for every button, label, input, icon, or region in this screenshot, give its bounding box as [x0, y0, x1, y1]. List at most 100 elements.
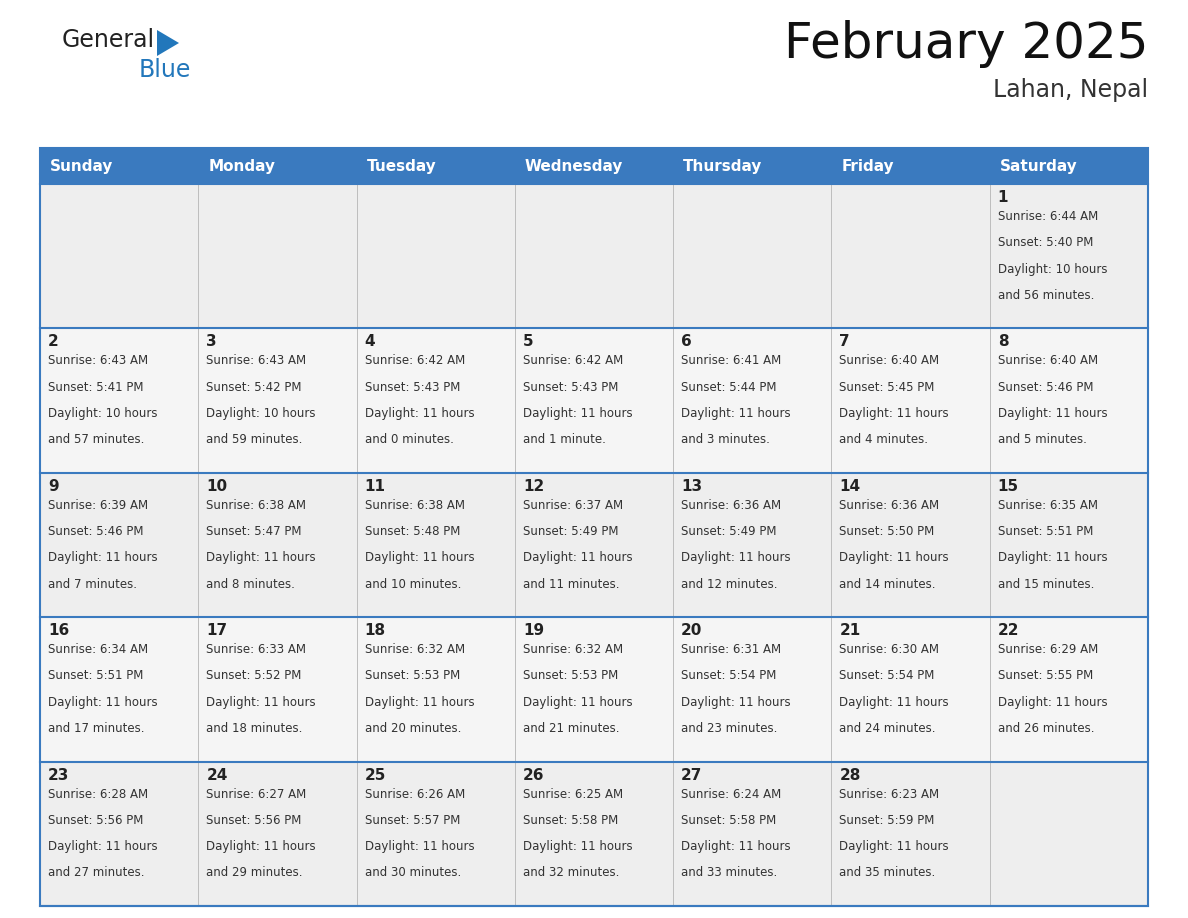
Text: Blue: Blue [139, 58, 191, 82]
Text: Daylight: 11 hours: Daylight: 11 hours [365, 696, 474, 709]
Bar [514, 762, 674, 906]
Bar [40, 148, 1148, 906]
Text: Sunset: 5:57 PM: Sunset: 5:57 PM [365, 814, 460, 827]
Text: Sunrise: 6:42 AM: Sunrise: 6:42 AM [365, 354, 465, 367]
Text: Sunrise: 6:36 AM: Sunrise: 6:36 AM [840, 498, 940, 512]
Bar [198, 329, 356, 473]
Text: 2: 2 [48, 334, 58, 350]
Text: Sunrise: 6:30 AM: Sunrise: 6:30 AM [840, 644, 940, 656]
Text: Sunrise: 6:39 AM: Sunrise: 6:39 AM [48, 498, 148, 512]
Text: and 17 minutes.: and 17 minutes. [48, 722, 145, 735]
Bar [356, 473, 514, 617]
Text: Sunset: 5:49 PM: Sunset: 5:49 PM [681, 525, 777, 538]
Bar [198, 473, 356, 617]
Text: 27: 27 [681, 767, 702, 783]
Text: 10: 10 [207, 479, 227, 494]
Bar [674, 184, 832, 329]
Text: Sunset: 5:52 PM: Sunset: 5:52 PM [207, 669, 302, 682]
Bar [990, 617, 1148, 762]
Text: Daylight: 11 hours: Daylight: 11 hours [681, 407, 791, 420]
Bar [356, 762, 514, 906]
Polygon shape [157, 30, 179, 56]
Text: and 7 minutes.: and 7 minutes. [48, 577, 137, 590]
Text: 11: 11 [365, 479, 386, 494]
Text: Daylight: 10 hours: Daylight: 10 hours [207, 407, 316, 420]
Text: Daylight: 11 hours: Daylight: 11 hours [523, 840, 632, 853]
Text: and 24 minutes.: and 24 minutes. [840, 722, 936, 735]
Text: and 10 minutes.: and 10 minutes. [365, 577, 461, 590]
Text: Sunset: 5:53 PM: Sunset: 5:53 PM [365, 669, 460, 682]
Text: Sunset: 5:48 PM: Sunset: 5:48 PM [365, 525, 460, 538]
Text: 22: 22 [998, 623, 1019, 638]
Bar [832, 762, 990, 906]
Bar [198, 148, 356, 184]
Text: and 21 minutes.: and 21 minutes. [523, 722, 619, 735]
Text: Sunrise: 6:40 AM: Sunrise: 6:40 AM [998, 354, 1098, 367]
Text: 12: 12 [523, 479, 544, 494]
Text: and 30 minutes.: and 30 minutes. [365, 867, 461, 879]
Text: Sunrise: 6:32 AM: Sunrise: 6:32 AM [365, 644, 465, 656]
Bar [514, 184, 674, 329]
Bar [40, 762, 198, 906]
Text: Daylight: 11 hours: Daylight: 11 hours [998, 407, 1107, 420]
Text: Sunrise: 6:38 AM: Sunrise: 6:38 AM [207, 498, 307, 512]
Text: 20: 20 [681, 623, 702, 638]
Bar [674, 473, 832, 617]
Text: Sunset: 5:40 PM: Sunset: 5:40 PM [998, 236, 1093, 250]
Bar [674, 617, 832, 762]
Bar [198, 184, 356, 329]
Text: and 23 minutes.: and 23 minutes. [681, 722, 777, 735]
Text: 1: 1 [998, 190, 1009, 205]
Text: Sunrise: 6:24 AM: Sunrise: 6:24 AM [681, 788, 782, 800]
Text: Sunrise: 6:43 AM: Sunrise: 6:43 AM [207, 354, 307, 367]
Text: 19: 19 [523, 623, 544, 638]
Text: and 57 minutes.: and 57 minutes. [48, 433, 145, 446]
Text: 5: 5 [523, 334, 533, 350]
Text: Sunset: 5:42 PM: Sunset: 5:42 PM [207, 381, 302, 394]
Bar [990, 148, 1148, 184]
Text: Daylight: 11 hours: Daylight: 11 hours [840, 407, 949, 420]
Text: Sunrise: 6:38 AM: Sunrise: 6:38 AM [365, 498, 465, 512]
Text: Sunset: 5:41 PM: Sunset: 5:41 PM [48, 381, 144, 394]
Text: Monday: Monday [208, 159, 276, 174]
Text: and 29 minutes.: and 29 minutes. [207, 867, 303, 879]
Text: Sunset: 5:45 PM: Sunset: 5:45 PM [840, 381, 935, 394]
Bar [990, 184, 1148, 329]
Text: Sunrise: 6:29 AM: Sunrise: 6:29 AM [998, 644, 1098, 656]
Text: and 33 minutes.: and 33 minutes. [681, 867, 777, 879]
Text: 8: 8 [998, 334, 1009, 350]
Text: and 15 minutes.: and 15 minutes. [998, 577, 1094, 590]
Bar [514, 473, 674, 617]
Text: Daylight: 11 hours: Daylight: 11 hours [681, 552, 791, 565]
Text: Sunday: Sunday [50, 159, 113, 174]
Text: 15: 15 [998, 479, 1019, 494]
Text: Daylight: 11 hours: Daylight: 11 hours [207, 840, 316, 853]
Text: Sunrise: 6:43 AM: Sunrise: 6:43 AM [48, 354, 148, 367]
Text: Sunset: 5:43 PM: Sunset: 5:43 PM [523, 381, 618, 394]
Text: Daylight: 11 hours: Daylight: 11 hours [681, 696, 791, 709]
Text: Sunrise: 6:33 AM: Sunrise: 6:33 AM [207, 644, 307, 656]
Text: Sunrise: 6:42 AM: Sunrise: 6:42 AM [523, 354, 624, 367]
Text: Sunset: 5:49 PM: Sunset: 5:49 PM [523, 525, 619, 538]
Text: Sunset: 5:53 PM: Sunset: 5:53 PM [523, 669, 618, 682]
Text: 14: 14 [840, 479, 860, 494]
Text: Sunset: 5:59 PM: Sunset: 5:59 PM [840, 814, 935, 827]
Bar [990, 329, 1148, 473]
Text: Sunrise: 6:25 AM: Sunrise: 6:25 AM [523, 788, 623, 800]
Text: and 59 minutes.: and 59 minutes. [207, 433, 303, 446]
Text: and 1 minute.: and 1 minute. [523, 433, 606, 446]
Text: Daylight: 11 hours: Daylight: 11 hours [48, 552, 158, 565]
Bar [40, 148, 198, 184]
Text: Friday: Friday [841, 159, 895, 174]
Bar [356, 184, 514, 329]
Text: Daylight: 11 hours: Daylight: 11 hours [681, 840, 791, 853]
Text: and 20 minutes.: and 20 minutes. [365, 722, 461, 735]
Text: and 32 minutes.: and 32 minutes. [523, 867, 619, 879]
Text: and 18 minutes.: and 18 minutes. [207, 722, 303, 735]
Text: 23: 23 [48, 767, 69, 783]
Text: Sunrise: 6:32 AM: Sunrise: 6:32 AM [523, 644, 623, 656]
Text: General: General [62, 28, 156, 52]
Text: Daylight: 11 hours: Daylight: 11 hours [523, 552, 632, 565]
Text: 9: 9 [48, 479, 58, 494]
Text: Sunset: 5:54 PM: Sunset: 5:54 PM [681, 669, 777, 682]
